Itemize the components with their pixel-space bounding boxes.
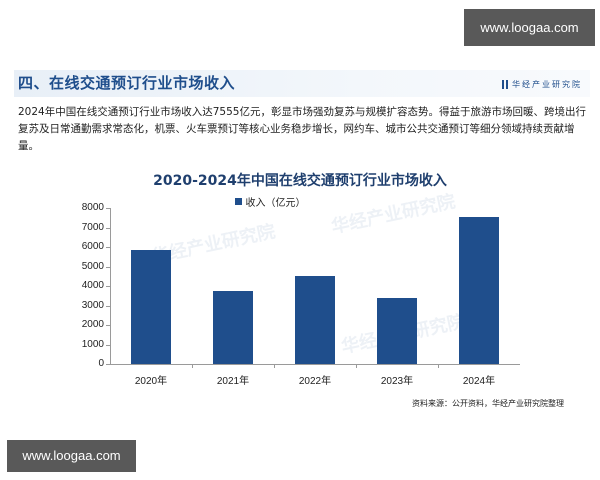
y-tick-label: 2000 [81, 319, 104, 330]
x-tick-label: 2021年 [216, 376, 250, 387]
chart-title: 2020-2024年中国在线交通预订行业市场收入 [153, 173, 447, 189]
x-tick-label: 2023年 [380, 376, 414, 387]
bar-2020年 [131, 250, 171, 364]
y-tick-label: 1000 [81, 338, 104, 350]
y-tick-label: 7000 [81, 221, 104, 233]
source-note: 资料来源：公开资料，华经产业研究院整理 [412, 399, 564, 408]
section-header-bar [14, 70, 590, 97]
y-tick-label: 4000 [81, 280, 104, 291]
y-tick [106, 227, 110, 229]
bar-2023年 [377, 297, 417, 364]
y-tick [106, 344, 110, 346]
section-title: 四、在线交通预订行业市场收入 [18, 74, 236, 92]
y-tick-label: 8000 [81, 202, 104, 213]
legend-label: 收入（亿元） [245, 198, 306, 209]
brand-mark-icon [502, 80, 508, 89]
x-tick-label: 2024年 [462, 376, 496, 387]
watermark-top: www.loogaa.com [464, 9, 595, 46]
description-paragraph: 2024年中国在线交通预订行业市场收入达7555亿元，彰显市场强劲复苏与规模扩容… [18, 106, 586, 152]
x-tick [192, 364, 193, 368]
y-tick [106, 266, 110, 268]
y-tick [106, 208, 110, 209]
y-tick [106, 305, 110, 307]
y-tick-label: 5000 [81, 260, 104, 272]
x-tick-label: 2022年 [298, 376, 332, 387]
y-tick [106, 364, 110, 365]
y-tick [106, 286, 110, 287]
watermark-bottom: www.loogaa.com [7, 440, 136, 472]
y-tick-label: 3000 [81, 299, 104, 311]
y-tick [106, 325, 110, 326]
bar-2021年 [213, 290, 253, 364]
y-tick-label: 6000 [81, 241, 104, 252]
chart-legend: 收入（亿元） [0, 194, 540, 209]
brand-logo: 华经产业研究院 [502, 79, 582, 90]
x-tick [356, 364, 357, 368]
x-tick-label: 2020年 [134, 376, 168, 387]
y-axis [110, 208, 111, 364]
legend-swatch-icon [234, 198, 242, 205]
x-tick [438, 364, 439, 368]
bar-2022年 [295, 275, 335, 364]
x-axis [110, 364, 520, 365]
y-tick [106, 247, 110, 248]
bar-2024年 [459, 216, 499, 364]
brand-name: 华经产业研究院 [512, 80, 582, 89]
y-tick-label: 0 [98, 358, 104, 369]
x-tick [274, 364, 275, 368]
